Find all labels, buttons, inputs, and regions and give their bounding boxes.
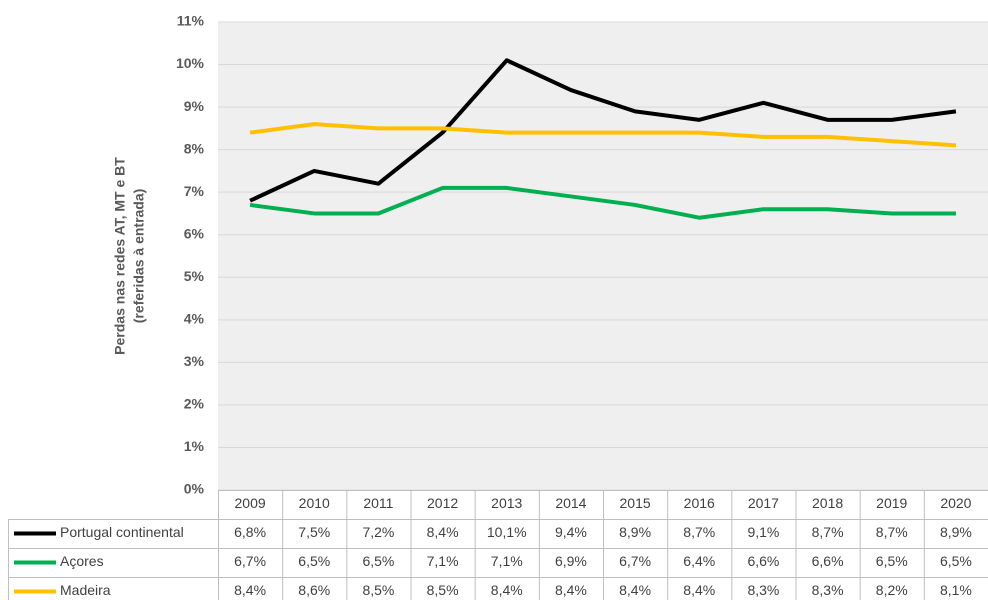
y-tick-label: 0% [184,481,205,497]
x-tick-label: 2010 [299,495,330,511]
data-label: 6,4% [683,553,715,569]
x-tick-label: 2014 [555,495,586,511]
y-tick-label: 4% [184,311,205,327]
data-label: 8,5% [427,582,459,598]
y-axis-title: Perdas nas redes AT, MT e BT (referidas … [112,157,147,355]
data-label: 8,7% [683,524,715,540]
y-tick-label: 10% [176,55,205,71]
data-label: 8,4% [491,582,523,598]
data-label: 7,2% [362,524,394,540]
data-label: 6,6% [747,553,779,569]
x-tick-label: 2015 [620,495,651,511]
y-tick-label: 1% [184,438,205,454]
y-tick-label: 6% [184,225,205,241]
data-label: 8,9% [619,524,651,540]
y-tick-label: 3% [184,353,205,369]
data-label: 7,5% [298,524,330,540]
x-tick-label: 2019 [876,495,907,511]
data-label: 7,1% [491,553,523,569]
data-label: 8,3% [747,582,779,598]
x-tick-label: 2009 [235,495,266,511]
data-label: 6,8% [234,524,266,540]
data-label: 6,7% [619,553,651,569]
data-label: 8,4% [555,582,587,598]
data-label: 10,1% [487,524,527,540]
y-label-line: Perdas nas redes AT, MT e BT [112,157,128,355]
data-label: 6,5% [298,553,330,569]
x-tick-label: 2016 [684,495,715,511]
x-tick-label: 2020 [940,495,971,511]
x-tick-label: 2018 [812,495,843,511]
data-label: 8,4% [234,582,266,598]
legend-label: Portugal continental [60,524,184,540]
data-label: 9,4% [555,524,587,540]
x-tick-label: 2017 [748,495,779,511]
x-tick-label: 2013 [491,495,522,511]
x-tick-label: 2011 [363,495,393,511]
legend-label: Açores [60,553,104,569]
data-label: 8,4% [619,582,651,598]
data-label: 8,4% [683,582,715,598]
line-series [249,185,956,220]
data-label: 6,5% [362,553,394,569]
data-label: 8,7% [876,524,908,540]
legend-label: Madeira [60,582,111,598]
y-tick-label: 7% [184,183,205,199]
data-label: 8,7% [812,524,844,540]
plot-area [218,22,988,490]
line-series [249,122,957,148]
data-label: 8,2% [876,582,908,598]
data-label: 6,5% [876,553,908,569]
data-label: 9,1% [747,524,779,540]
y-tick-label: 2% [184,396,205,412]
data-label: 6,7% [234,553,266,569]
y-tick-label: 11% [177,13,205,29]
y-tick-label: 8% [184,140,205,156]
data-label: 6,9% [555,553,587,569]
data-label: 7,1% [427,553,459,569]
line-series [249,58,957,203]
y-tick-label: 5% [184,268,205,284]
data-label: 8,9% [940,524,972,540]
data-label: 8,5% [362,582,394,598]
data-label: 8,1% [940,582,972,598]
data-label: 8,6% [298,582,330,598]
y-tick-label: 9% [184,98,205,114]
y-label-line: (referidas à entrada) [131,189,147,324]
data-label: 8,4% [427,524,459,540]
data-label: 8,3% [812,582,844,598]
x-tick-label: 2012 [427,495,458,511]
data-label: 6,5% [940,553,972,569]
data-label: 6,6% [812,553,844,569]
